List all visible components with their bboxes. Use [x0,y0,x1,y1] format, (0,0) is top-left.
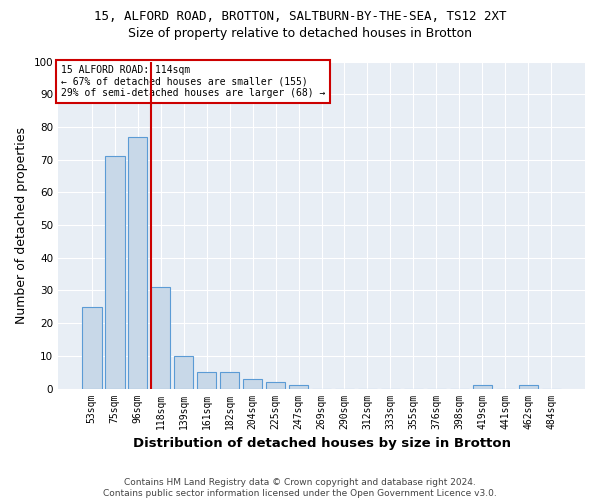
Bar [289,386,308,388]
Bar [243,378,262,388]
Bar [174,356,193,388]
Bar [220,372,239,388]
Bar [473,386,492,388]
Bar [151,287,170,388]
Text: Size of property relative to detached houses in Brotton: Size of property relative to detached ho… [128,28,472,40]
Text: 15, ALFORD ROAD, BROTTON, SALTBURN-BY-THE-SEA, TS12 2XT: 15, ALFORD ROAD, BROTTON, SALTBURN-BY-TH… [94,10,506,23]
Bar [197,372,217,388]
X-axis label: Distribution of detached houses by size in Brotton: Distribution of detached houses by size … [133,437,511,450]
Y-axis label: Number of detached properties: Number of detached properties [15,126,28,324]
Text: Contains HM Land Registry data © Crown copyright and database right 2024.
Contai: Contains HM Land Registry data © Crown c… [103,478,497,498]
Bar [266,382,286,388]
Bar [518,386,538,388]
Text: 15 ALFORD ROAD: 114sqm
← 67% of detached houses are smaller (155)
29% of semi-de: 15 ALFORD ROAD: 114sqm ← 67% of detached… [61,65,325,98]
Bar [105,156,125,388]
Bar [82,307,101,388]
Bar [128,136,148,388]
